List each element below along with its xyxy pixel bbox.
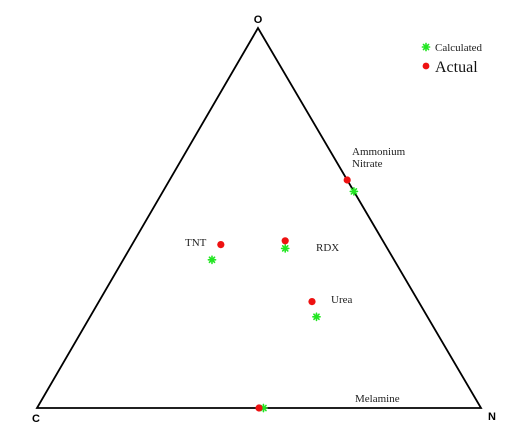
vertex-label-right: N <box>488 411 496 423</box>
point-labels: Ammonium Nitrate TNT RDX Urea Melamine <box>185 146 406 405</box>
legend: Calculated Actual <box>421 42 483 76</box>
actual-point-ammonium-nitrate <box>343 176 351 184</box>
legend-calculated-label: Calculated <box>435 42 483 54</box>
vertex-label-top: O <box>254 14 263 26</box>
legend-calculated-marker <box>421 42 431 52</box>
legend-actual-marker <box>422 62 430 70</box>
actual-point-tnt <box>217 241 225 249</box>
label-urea: Urea <box>331 294 352 306</box>
data-marks <box>207 176 359 413</box>
label-nitrate: Nitrate <box>352 158 383 170</box>
legend-star-glyph <box>421 42 431 52</box>
legend-actual-label: Actual <box>435 59 478 76</box>
label-melamine: Melamine <box>355 393 400 405</box>
calculated-point-tnt <box>207 255 217 265</box>
actual-point-urea <box>308 298 316 306</box>
vertex-label-left: C <box>32 413 40 425</box>
ternary-triangle <box>35 26 483 409</box>
actual-point-rdx <box>281 237 289 245</box>
calculated-point-urea <box>312 312 321 322</box>
calculated-point-rdx <box>280 244 290 253</box>
label-tnt: TNT <box>185 237 207 249</box>
label-ammonium: Ammonium <box>352 146 406 158</box>
calculated-point-ammonium-nitrate <box>349 187 359 196</box>
actual-point-melamine <box>255 404 263 412</box>
label-rdx: RDX <box>316 242 339 254</box>
